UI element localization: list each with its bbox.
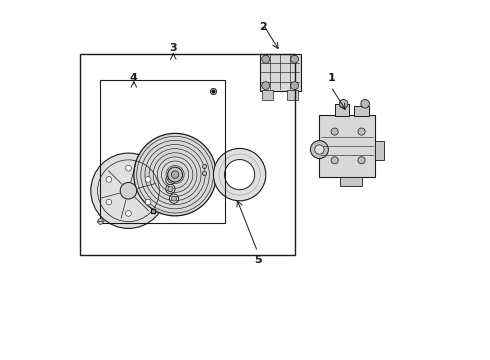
Circle shape <box>311 140 328 158</box>
Circle shape <box>358 128 365 135</box>
Circle shape <box>166 184 175 194</box>
Circle shape <box>106 177 112 182</box>
Circle shape <box>168 186 173 192</box>
Text: 3: 3 <box>170 43 177 53</box>
Circle shape <box>168 177 173 183</box>
Circle shape <box>106 199 112 205</box>
Circle shape <box>262 55 270 63</box>
Circle shape <box>262 82 270 90</box>
Text: 5: 5 <box>254 255 261 265</box>
Circle shape <box>172 196 176 201</box>
Circle shape <box>339 99 348 108</box>
Circle shape <box>166 175 175 185</box>
Circle shape <box>145 199 151 205</box>
Circle shape <box>120 183 137 199</box>
Circle shape <box>291 55 298 63</box>
Circle shape <box>331 157 338 164</box>
Text: 4: 4 <box>130 73 138 83</box>
Bar <box>287 90 298 100</box>
Bar <box>262 90 273 100</box>
Circle shape <box>361 99 369 108</box>
Bar <box>375 140 384 160</box>
Bar <box>260 54 301 91</box>
Text: 1: 1 <box>327 73 335 83</box>
Circle shape <box>125 165 131 171</box>
Circle shape <box>331 128 338 135</box>
Bar <box>340 177 362 186</box>
Circle shape <box>358 157 365 164</box>
Circle shape <box>91 153 166 228</box>
Circle shape <box>125 211 131 216</box>
Bar <box>354 106 368 116</box>
Bar <box>100 80 225 223</box>
Circle shape <box>134 134 216 216</box>
Circle shape <box>170 194 179 203</box>
Circle shape <box>224 159 255 190</box>
Bar <box>319 114 375 177</box>
Circle shape <box>315 145 324 154</box>
Circle shape <box>172 171 179 178</box>
Bar <box>335 104 349 116</box>
Circle shape <box>168 167 182 182</box>
Text: 2: 2 <box>259 22 267 32</box>
Circle shape <box>291 82 298 90</box>
Circle shape <box>145 177 151 182</box>
Circle shape <box>214 148 266 201</box>
Bar <box>80 54 295 255</box>
